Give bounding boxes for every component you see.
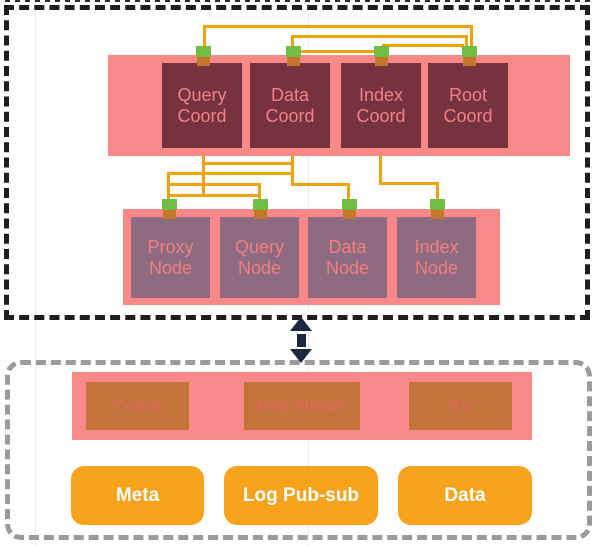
proxy-node-box: Proxy Node: [131, 217, 210, 298]
log-pubsub-label: Log Pub-sub: [242, 485, 360, 506]
query-node-label: Query Node: [234, 236, 285, 278]
proxy-node-label: Proxy Node: [147, 236, 194, 278]
top-edge-dashes: [5, 0, 591, 2]
wire: [258, 183, 261, 200]
connector-stem: [375, 57, 388, 66]
wire: [291, 156, 294, 186]
wire: [379, 182, 439, 185]
query-coord-box: Query Coord: [162, 63, 242, 148]
root-coord-label: Root Coord: [443, 84, 493, 126]
query-node-box: Query Node: [220, 217, 299, 298]
msg-stream-label: Msg Stream: [256, 396, 348, 415]
wire: [167, 172, 170, 200]
connector-stem: [254, 210, 267, 219]
connector-stem: [463, 57, 476, 66]
index-node-label: Index Node: [414, 236, 459, 278]
wire: [379, 156, 382, 185]
connector-green: [196, 46, 211, 57]
wire: [293, 50, 377, 53]
wire: [291, 35, 294, 47]
connector-stem: [287, 57, 300, 66]
txnkv-box: TxnKV: [86, 382, 189, 430]
msg-stream-box: Msg Stream: [244, 382, 360, 430]
wire: [470, 25, 473, 47]
data-node-label: Data Node: [325, 236, 370, 278]
index-node-box: Index Node: [397, 217, 476, 298]
connector-stem: [163, 210, 176, 219]
wire: [347, 183, 350, 200]
kv-label: KV: [449, 396, 472, 415]
connector-green: [342, 199, 357, 210]
connector-green: [430, 199, 445, 210]
connector-green: [462, 46, 477, 57]
connector-green: [286, 46, 301, 57]
wire: [167, 183, 261, 186]
wire: [291, 35, 468, 38]
bidirectional-arrow-icon: [290, 349, 312, 363]
data-storage-label: Data: [444, 485, 486, 506]
data-node-box: Data Node: [308, 217, 387, 298]
meta-storage-box: Meta: [71, 466, 204, 525]
connector-stem: [343, 210, 356, 219]
wire: [203, 25, 206, 47]
index-coord-box: Index Coord: [341, 63, 421, 148]
wire: [167, 172, 294, 175]
root-coord-box: Root Coord: [428, 63, 508, 148]
vertical-guide-line: [35, 0, 36, 546]
data-coord-label: Data Coord: [265, 84, 315, 126]
wire: [167, 194, 261, 197]
connector-stem: [197, 57, 210, 66]
bidirectional-arrow-icon: [297, 334, 306, 347]
connector-green: [253, 199, 268, 210]
connector-stem: [431, 210, 444, 219]
txnkv-label: TxnKV: [111, 396, 164, 415]
bidirectional-arrow-icon: [290, 317, 312, 331]
wire: [436, 182, 439, 200]
connector-green: [374, 46, 389, 57]
index-coord-label: Index Coord: [356, 84, 406, 126]
wire: [202, 156, 205, 197]
wire: [291, 183, 350, 186]
query-coord-label: Query Coord: [177, 84, 227, 126]
wire: [202, 162, 294, 165]
data-storage-box: Data: [398, 466, 532, 525]
kv-box: KV: [409, 382, 512, 430]
log-pubsub-box: Log Pub-sub: [224, 466, 378, 525]
wire: [382, 44, 464, 47]
connector-green: [162, 199, 177, 210]
wire: [203, 25, 473, 28]
data-coord-box: Data Coord: [250, 63, 330, 148]
meta-storage-label: Meta: [115, 485, 160, 506]
wire: [465, 35, 468, 47]
